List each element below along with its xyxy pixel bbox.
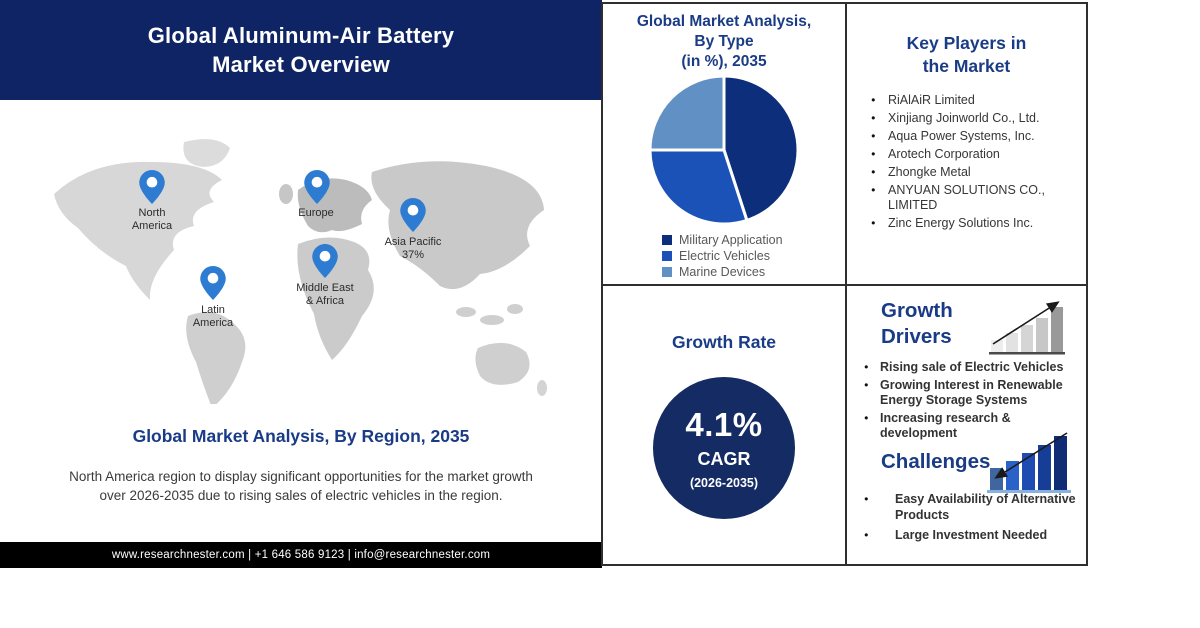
list-item: Xinjiang Joinworld Co., Ltd. xyxy=(869,110,1074,126)
legend-item-electric-vehicles: Electric Vehicles xyxy=(662,248,845,264)
cagr-label: CAGR xyxy=(697,449,751,469)
map-label-north-america: North America xyxy=(131,207,173,232)
cagr-badge: 4.1% CAGR (2026-2035) xyxy=(653,377,795,519)
legend-swatch-marine-devices xyxy=(662,267,672,277)
blue-bar-chart-arrow-icon xyxy=(987,432,1071,493)
pie-legend: Military Application Electric Vehicles M… xyxy=(662,232,845,280)
legend-swatch-electric-vehicles xyxy=(662,251,672,261)
growth-drivers-title: Growth Drivers xyxy=(881,299,953,348)
challenges-list: Easy Availability of Alternative Product… xyxy=(861,491,1083,549)
legend-swatch-military xyxy=(662,235,672,245)
world-map-graphic xyxy=(54,139,547,404)
growth-drivers-list: Rising sale of Electric Vehicles Growing… xyxy=(861,359,1081,444)
world-map xyxy=(36,132,558,404)
panel-drivers-challenges: Growth Drivers Rising sale of Electric V xyxy=(847,286,1086,564)
list-item: Zinc Energy Solutions Inc. xyxy=(869,215,1074,231)
legend-item-marine-devices: Marine Devices xyxy=(662,264,845,280)
page-title: Global Aluminum-Air Battery Market Overv… xyxy=(0,0,602,100)
panel-key-players: Key Players in the Market RiAlAiR Limite… xyxy=(847,4,1086,286)
list-item: Easy Availability of Alternative Product… xyxy=(861,491,1083,523)
list-item: Arotech Corporation xyxy=(869,146,1074,162)
challenges-title: Challenges xyxy=(881,450,991,473)
list-item: RiAlAiR Limited xyxy=(869,92,1074,108)
list-item: Rising sale of Electric Vehicles xyxy=(861,359,1081,376)
list-item: Growing Interest in Renewable Energy Sto… xyxy=(861,377,1081,409)
list-item: ANYUAN SOLUTIONS CO., LIMITED xyxy=(869,182,1074,213)
panel-market-by-type: Global Market Analysis, By Type (in %), … xyxy=(603,4,847,286)
map-pin-latin-america xyxy=(200,266,226,300)
region-analysis-description: North America region to display signific… xyxy=(69,469,533,503)
key-players-title: Key Players in the Market xyxy=(906,33,1027,76)
growth-rate-title: Growth Rate xyxy=(671,332,777,352)
list-item: Zhongke Metal xyxy=(869,164,1074,180)
map-pin-asia-pacific xyxy=(400,198,426,232)
contact-footer: www.researchnester.com | +1 646 586 9123… xyxy=(0,542,602,568)
map-pin-middle-east-africa xyxy=(312,244,338,278)
key-players-list: RiAlAiR Limited Xinjiang Joinworld Co., … xyxy=(869,92,1074,231)
list-item: Aqua Power Systems, Inc. xyxy=(869,128,1074,144)
rising-bar-chart-icon xyxy=(989,301,1065,355)
list-item: Increasing research & development xyxy=(861,410,1081,442)
cagr-value: 4.1% xyxy=(685,406,763,443)
pie-panel-title: Global Market Analysis, By Type (in %), … xyxy=(636,13,812,70)
legend-item-military: Military Application xyxy=(662,232,845,248)
map-label-asia-pacific: Asia Pacific 37% xyxy=(384,236,442,261)
map-label-middle-east-africa: Middle East & Africa xyxy=(296,282,354,307)
map-label-latin-america: Latin America xyxy=(192,304,234,329)
list-item: Large Investment Needed xyxy=(861,527,1083,544)
page-title-line1: Global Aluminum-Air Battery xyxy=(147,23,455,48)
map-pin-europe xyxy=(304,170,330,204)
map-label-europe: Europe xyxy=(298,207,334,219)
cagr-period: (2026-2035) xyxy=(689,476,759,490)
region-analysis-heading: Global Market Analysis, By Region, 2035 xyxy=(132,426,470,446)
map-pin-north-america xyxy=(139,170,165,204)
page-title-line2: Market Overview xyxy=(212,52,390,77)
right-panel-grid: Global Market Analysis, By Type (in %), … xyxy=(601,2,1088,566)
pie-chart xyxy=(648,74,800,226)
panel-growth-rate: Growth Rate 4.1% CAGR (2026-2035) xyxy=(603,286,847,564)
